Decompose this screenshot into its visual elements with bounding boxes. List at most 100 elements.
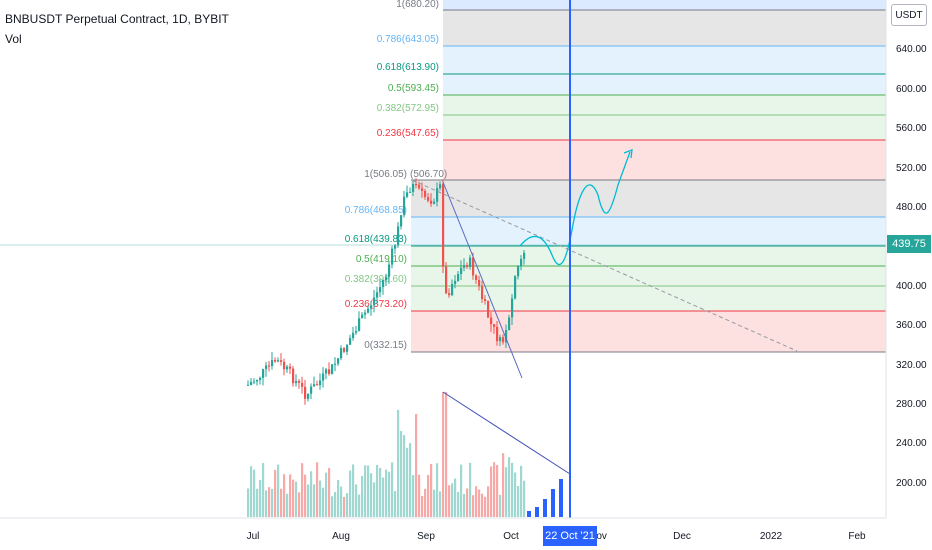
fib-label-l3: 0.5(419.10) [356,254,407,265]
candle-body [358,318,361,331]
volume-bar [247,488,250,517]
last-price-tag: 439.75 [887,235,931,253]
projected-volume-bar [527,511,531,517]
candle-body [508,317,511,331]
candle-body [343,348,346,352]
candle-body [391,248,394,265]
volume-bar [283,474,286,517]
volume-bar [256,488,259,517]
volume-bar [370,473,373,517]
volume-bar [412,475,415,517]
candle-body [472,257,475,276]
volume-bar [457,492,460,517]
candle-body [322,373,325,381]
candle-body [436,188,439,202]
volume-bar [298,492,301,517]
trendline-dashed [411,179,798,352]
candle-body [256,379,259,382]
volume-bar [433,489,436,517]
candle-body [346,344,349,352]
volume-bar [454,478,457,517]
candle-body [511,298,514,318]
candle-body [499,337,502,342]
volume-bar [346,493,349,517]
volume-bar [421,495,424,517]
candle-body [448,293,451,296]
volume-bars [247,392,563,517]
volume-bar [304,474,307,517]
x-tick-4: Nov [589,531,607,542]
candle-body [367,308,370,313]
candle-body [355,330,358,333]
volume-bar [472,495,475,517]
price-candles [247,178,526,405]
candle-body [502,337,505,343]
candle-body [478,279,481,287]
volume-bar [496,465,499,517]
fib-label-l6: 0(332.15) [364,340,407,351]
volume-bar [520,465,523,517]
volume-bar [448,485,451,517]
volume-bar [322,487,325,517]
volume-bar [499,494,502,517]
candle-body [337,358,340,364]
volume-bar [403,435,406,517]
fib-label-l4: 0.382(398.60) [345,274,407,285]
volume-bar [517,486,520,517]
candle-body [319,380,322,386]
candle-body [295,380,298,384]
volume-bar [310,471,313,517]
volume-bar [385,469,388,517]
volume-bar [424,488,427,517]
candle-body [262,369,265,378]
candle-body [406,192,409,197]
volume-bar [397,409,400,517]
candle-body [388,264,391,277]
y-tick-4: 480.00 [896,202,927,213]
volume-bar [523,480,526,517]
volume-bar [301,463,304,517]
price-axis[interactable]: 640.00 600.00 560.00 520.00 480.00 440.0… [885,0,927,518]
candle-body [496,327,499,342]
candle-body [274,360,277,362]
projected-volume-bar [543,499,547,517]
candle-body [316,384,319,386]
currency-selector[interactable]: USDT [891,4,927,26]
candle-body [259,377,262,380]
fib-label-l2: 0.618(439.83) [345,234,407,245]
candle-body [421,188,424,191]
volume-bar [331,496,334,517]
x-tick-7: Feb [848,531,866,542]
time-axis[interactable]: Jul Aug Sep Oct Nov Dec 2022 Feb [0,517,886,542]
candle-body [439,184,442,189]
volume-indicator-label[interactable]: Vol [5,32,22,46]
volume-bar [295,481,298,517]
x-tick-2: Sep [417,531,435,542]
volume-bar [400,430,403,517]
symbol-title[interactable]: BNBUSDT Perpetual Contract, 1D, BYBIT [5,12,229,26]
x-tick-6: 2022 [760,531,783,542]
candle-body [493,324,496,328]
candle-body [340,348,343,359]
volume-bar [319,480,322,517]
volume-bar [502,453,505,517]
x-tick-5: Dec [673,531,691,542]
candle-body [433,201,436,204]
volume-bar [391,462,394,517]
candle-body [310,386,313,394]
volume-bar [265,490,268,517]
volume-bar [253,469,256,517]
candle-body [484,299,487,302]
volume-bar [340,486,343,517]
candle-body [487,301,490,318]
projected-volume-bar [535,507,539,517]
candle-body [466,265,469,267]
volume-bar [325,472,328,517]
fib-label-r3: 0.5(593.45) [388,83,439,94]
volume-bar [259,479,262,517]
candle-body [247,384,250,386]
volume-bar [379,467,382,517]
candle-body [304,386,307,399]
volume-bar [511,462,514,517]
